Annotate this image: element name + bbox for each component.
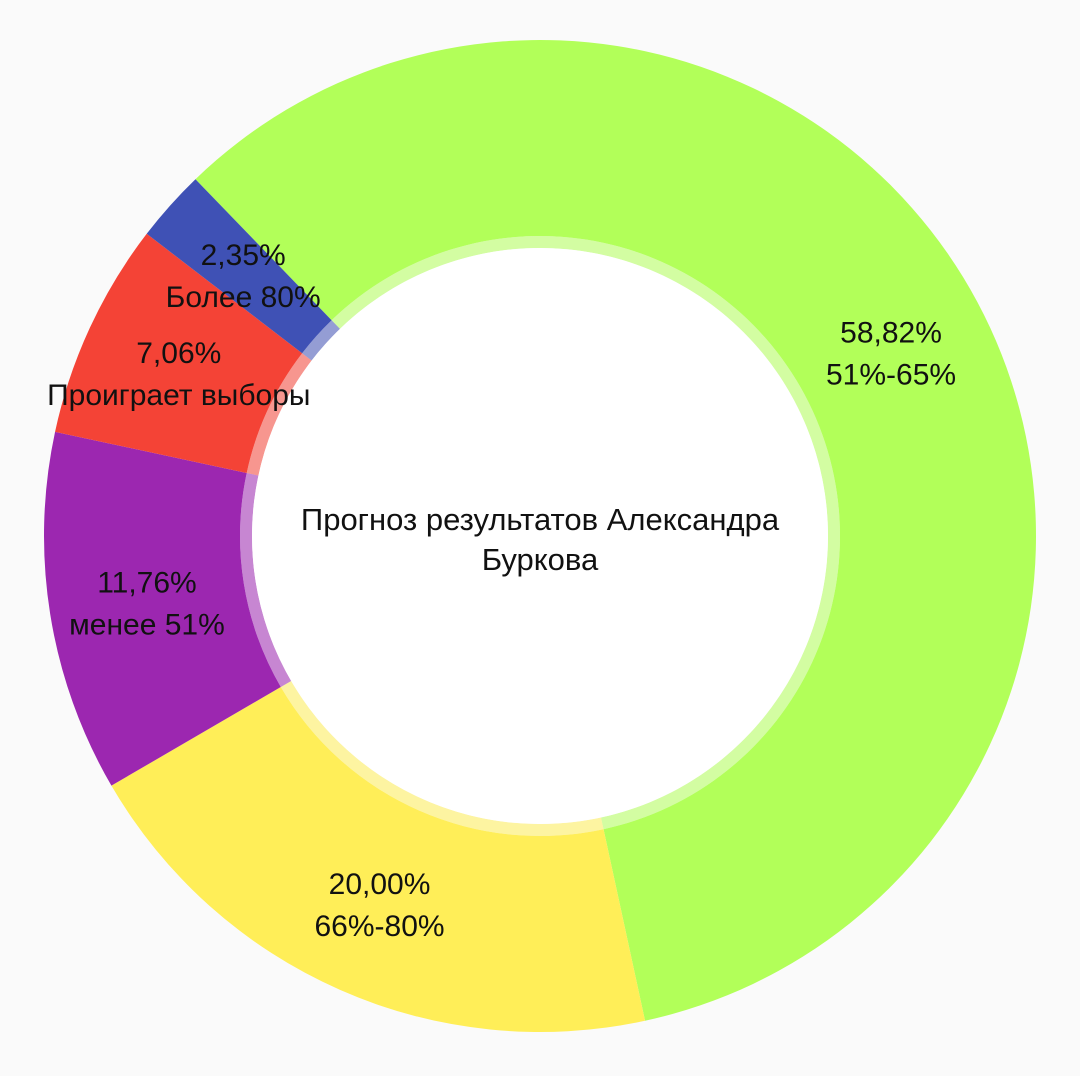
slice-percent-label-2: 20,00% xyxy=(329,868,431,901)
slice-inner-ring-2 xyxy=(280,680,604,836)
slice-inner-ring-5 xyxy=(302,320,340,361)
slice-name-label-1: 51%-65% xyxy=(826,358,956,391)
slice-2 xyxy=(111,686,646,1032)
slice-3 xyxy=(44,431,281,786)
slice-name-label-4: Проиграет выборы xyxy=(47,379,310,412)
slice-name-label-5: Более 80% xyxy=(166,281,321,314)
slice-percent-label-3: 11,76% xyxy=(97,567,197,600)
chart-title-line-1: Прогноз результатов Александра xyxy=(301,502,780,537)
slice-name-label-2: 66%-80% xyxy=(314,910,444,943)
donut-hole xyxy=(252,248,828,824)
slice-inner-ring-3 xyxy=(240,473,292,687)
slice-4 xyxy=(55,233,303,474)
slice-name-label-3: менее 51% xyxy=(69,609,225,642)
chart-title-line-2: Буркова xyxy=(482,542,599,577)
slice-inner-ring-4 xyxy=(246,353,312,476)
chart-inner-rings xyxy=(240,236,840,836)
slice-percent-label-5: 2,35% xyxy=(201,239,286,272)
slice-5 xyxy=(146,179,332,354)
slice-percent-label-4: 7,06% xyxy=(136,337,221,370)
chart-slices xyxy=(44,39,1036,1032)
slice-1 xyxy=(195,39,1036,1021)
chart-labels: 58,82% 51%-65% 20,00% 66%-80% 11,76% менее 51… xyxy=(47,239,956,943)
slice-percent-label-1: 58,82% xyxy=(840,316,942,349)
